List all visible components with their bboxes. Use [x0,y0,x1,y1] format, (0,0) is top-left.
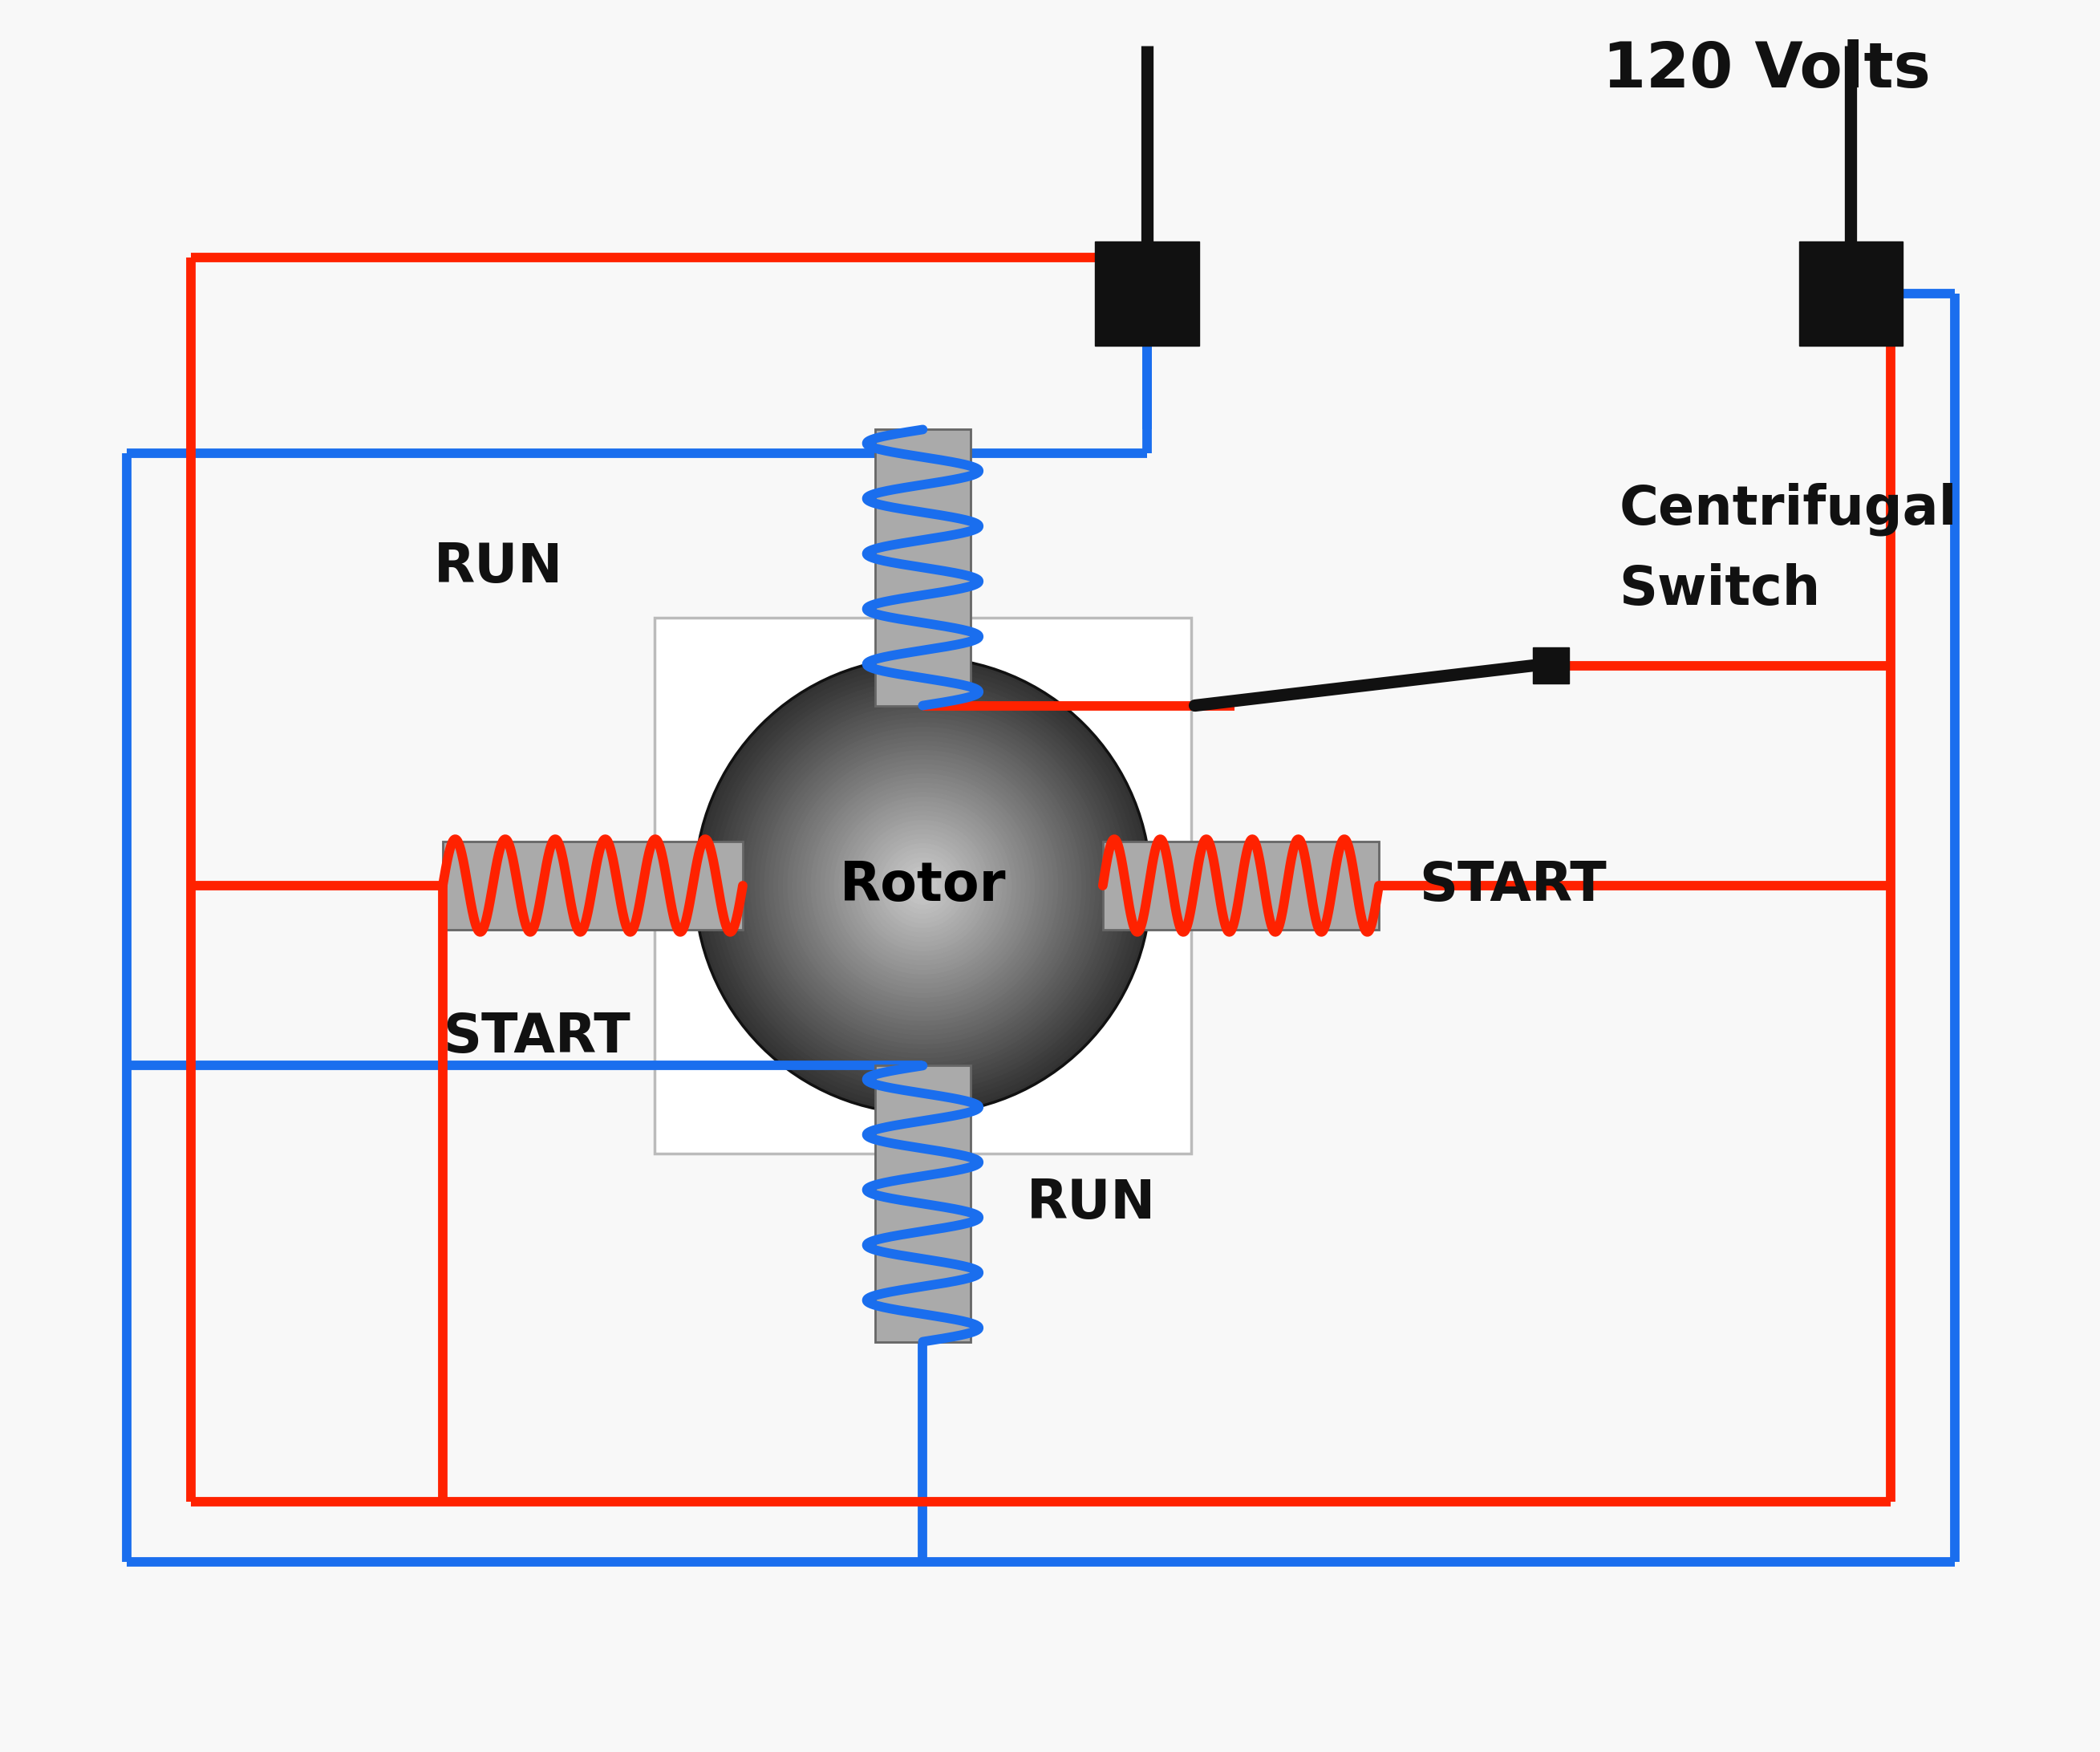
Circle shape [872,834,974,937]
Circle shape [775,736,1071,1034]
Circle shape [815,778,1029,993]
Circle shape [821,783,1025,988]
Circle shape [830,792,1016,979]
Circle shape [783,746,1063,1025]
Circle shape [746,710,1100,1062]
Circle shape [699,662,1147,1109]
Circle shape [750,713,1094,1058]
Circle shape [708,671,1136,1100]
Circle shape [802,764,1044,1007]
Circle shape [848,811,998,960]
Text: Switch: Switch [1619,562,1821,617]
Circle shape [737,699,1109,1072]
Circle shape [733,696,1113,1076]
Circle shape [806,769,1039,1002]
Circle shape [876,839,970,932]
Circle shape [722,685,1124,1086]
Circle shape [769,732,1077,1039]
Bar [655,617,1191,1153]
Text: RUN: RUN [433,541,563,594]
Circle shape [840,802,1006,969]
Circle shape [853,816,993,955]
Circle shape [760,724,1086,1048]
Circle shape [695,657,1151,1114]
Bar [1102,841,1380,930]
Circle shape [727,690,1117,1081]
Circle shape [895,858,951,913]
Circle shape [788,750,1058,1021]
Circle shape [909,872,937,899]
Circle shape [811,774,1035,997]
Circle shape [756,718,1090,1053]
Circle shape [741,704,1105,1067]
Circle shape [834,797,1012,974]
Circle shape [890,853,956,918]
Circle shape [825,788,1021,983]
Text: START: START [443,1011,630,1063]
Circle shape [913,876,932,895]
Circle shape [857,820,987,951]
Bar [876,429,970,706]
Text: 120 Volts: 120 Volts [1602,39,1930,100]
Circle shape [779,741,1067,1030]
Bar [443,841,743,930]
Text: Centrifugal: Centrifugal [1619,484,1957,536]
Circle shape [905,867,941,904]
Circle shape [764,727,1082,1044]
Circle shape [899,862,947,909]
Circle shape [867,830,979,941]
Circle shape [880,844,964,927]
Bar [876,1065,970,1342]
Circle shape [718,682,1128,1090]
Circle shape [886,848,960,923]
Circle shape [798,760,1048,1011]
Circle shape [863,825,983,946]
Circle shape [704,668,1142,1104]
Circle shape [714,676,1132,1095]
Circle shape [844,806,1002,965]
Circle shape [792,755,1052,1016]
Text: START: START [1420,858,1606,913]
Circle shape [918,881,928,890]
Bar [1533,648,1569,683]
Bar [1800,242,1903,345]
Text: RUN: RUN [1027,1177,1155,1230]
Text: Rotor: Rotor [840,858,1006,913]
Bar [1094,242,1199,345]
